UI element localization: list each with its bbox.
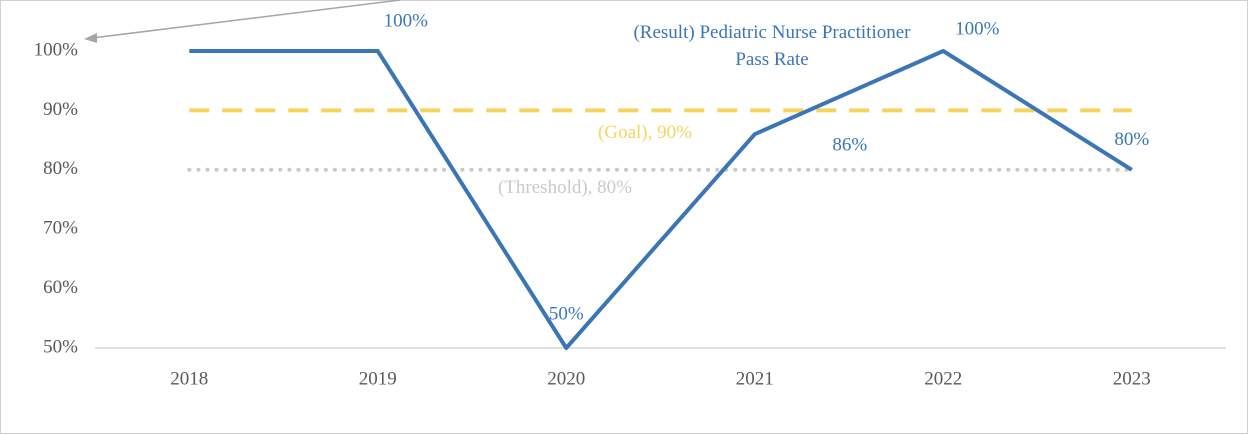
data-label: 50% <box>549 303 584 324</box>
series-label: (Goal), 90% <box>598 122 692 143</box>
y-tick-label: 60% <box>43 277 78 298</box>
y-tick-label: 70% <box>43 218 78 239</box>
data-label: 80% <box>1114 129 1149 150</box>
data-label: 86% <box>832 135 867 156</box>
series-label: (Result) Pediatric Nurse Practitioner Pa… <box>633 22 911 70</box>
x-tick-label: 2020 <box>547 368 585 389</box>
x-tick-label: 2022 <box>924 368 962 389</box>
series-label: (Threshold), 80% <box>498 177 632 198</box>
arrow-head <box>84 33 97 43</box>
x-tick-label: 2019 <box>359 368 397 389</box>
data-label: 100% <box>384 10 429 31</box>
x-tick-label: 2021 <box>736 368 774 389</box>
data-label: 100% <box>955 18 1000 39</box>
y-tick-label: 80% <box>43 158 78 179</box>
y-tick-label: 100% <box>34 39 79 60</box>
x-tick-label: 2023 <box>1113 368 1151 389</box>
y-tick-label: 50% <box>43 336 78 357</box>
x-tick-label: 2018 <box>170 368 208 389</box>
y-tick-label: 90% <box>43 99 78 120</box>
arrow <box>91 0 401 39</box>
series-line <box>189 49 1133 350</box>
